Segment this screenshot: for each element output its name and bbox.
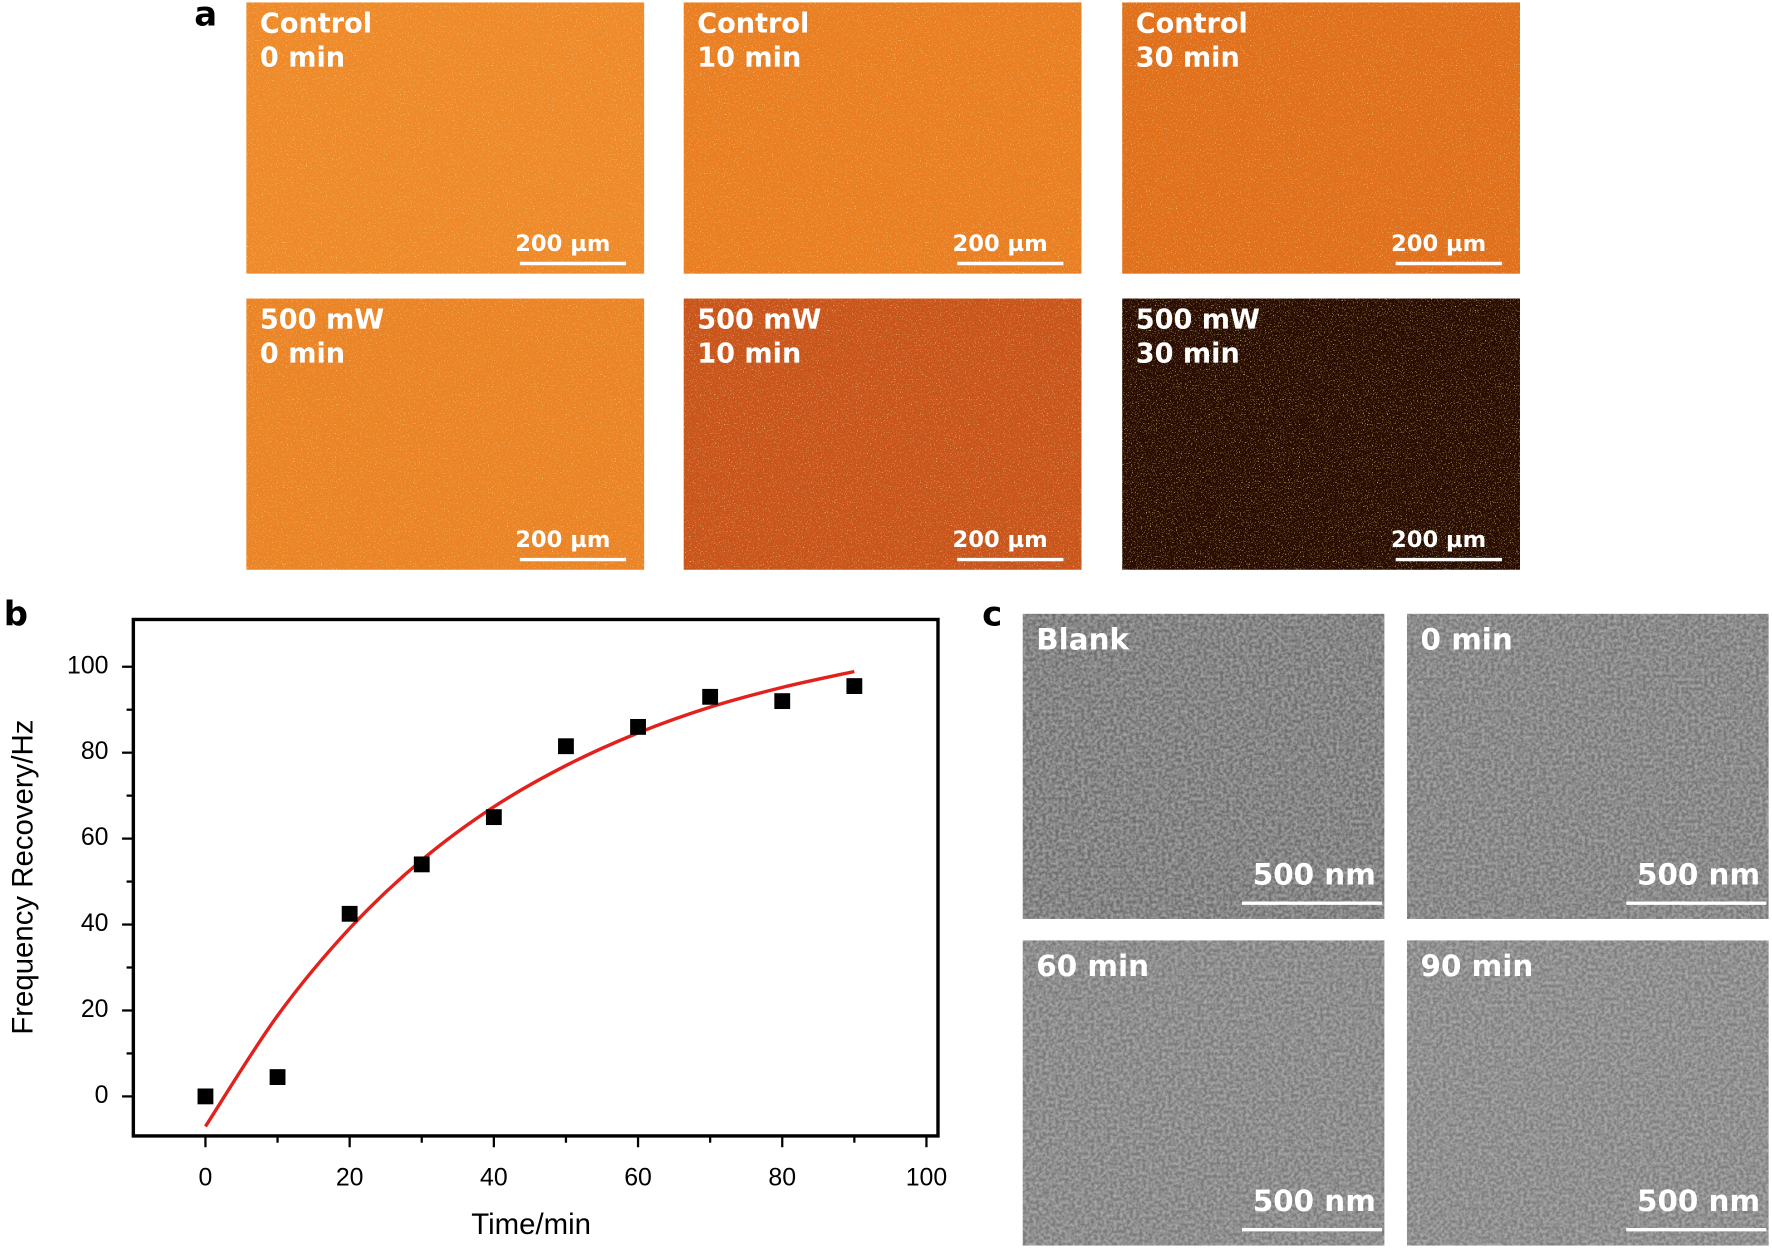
data-point	[197, 1088, 214, 1105]
x-tick-label: 100	[906, 1163, 947, 1191]
image-time: 0 min	[260, 339, 345, 370]
scale-bar-label: 200 µm	[953, 231, 1048, 257]
image-title: Blank	[1036, 622, 1130, 656]
data-point	[485, 809, 502, 826]
image-title: Control	[260, 9, 372, 40]
scale-bar-label: 500 nm	[1253, 1184, 1376, 1218]
micrograph	[246, 298, 645, 570]
image-title: 500 mW	[1136, 305, 1260, 336]
x-tick-label: 60	[624, 1163, 652, 1191]
scale-bar-label: 500 nm	[1637, 858, 1760, 892]
y-axis-title: Frequency Recovery/Hz	[7, 720, 40, 1035]
image-time: 10 min	[697, 339, 801, 370]
image-title: Control	[697, 9, 809, 40]
data-point	[702, 688, 719, 705]
scale-bar-label: 200 µm	[515, 527, 610, 553]
panel-label: b	[4, 595, 28, 634]
micrograph	[1122, 298, 1520, 570]
data-point	[846, 678, 863, 694]
image-time: 30 min	[1136, 339, 1240, 370]
sem-image	[1406, 613, 1769, 919]
sem-image	[1022, 613, 1385, 919]
y-tick-label: 0	[95, 1081, 109, 1109]
x-tick-label: 20	[336, 1163, 364, 1191]
image-time: 10 min	[697, 42, 801, 73]
micrograph	[683, 2, 1082, 274]
data-point	[630, 718, 646, 735]
x-tick-label: 80	[768, 1163, 796, 1191]
scale-bar-label: 200 µm	[515, 231, 610, 257]
image-title: 500 mW	[697, 305, 821, 336]
micrograph	[683, 298, 1082, 570]
scale-bar-label: 500 nm	[1637, 1184, 1760, 1218]
panel-label: a	[194, 0, 217, 34]
y-tick-label: 100	[67, 651, 108, 679]
image-title: 0 min	[1421, 622, 1513, 656]
data-point	[413, 856, 430, 873]
y-tick-label: 40	[81, 909, 109, 937]
sem-image	[1406, 940, 1769, 1246]
scale-bar-label: 500 nm	[1253, 858, 1376, 892]
micrograph	[246, 2, 645, 274]
sem-image	[1022, 940, 1385, 1246]
image-title: Control	[1136, 9, 1248, 40]
scale-bar-label: 200 µm	[1391, 527, 1486, 553]
x-tick-label: 0	[199, 1163, 213, 1191]
image-title: 90 min	[1421, 949, 1534, 983]
data-point	[269, 1069, 286, 1085]
image-title: 500 mW	[260, 305, 384, 336]
data-point	[774, 693, 791, 710]
y-tick-label: 80	[81, 737, 109, 765]
y-tick-label: 20	[81, 995, 109, 1023]
image-time: 0 min	[260, 42, 345, 73]
panel-label: c	[982, 595, 1002, 634]
plot-frame	[131, 617, 940, 1138]
x-axis-title: Time/min	[471, 1208, 591, 1241]
image-time: 30 min	[1136, 42, 1240, 73]
data-point	[558, 738, 574, 755]
x-tick-label: 40	[480, 1163, 508, 1191]
data-point	[341, 905, 358, 922]
image-title: 60 min	[1036, 949, 1149, 983]
fit-curve	[204, 669, 855, 1128]
scale-bar-label: 200 µm	[1391, 231, 1486, 257]
micrograph	[1122, 2, 1520, 274]
scale-bar-label: 200 µm	[953, 527, 1048, 553]
y-tick-label: 60	[81, 823, 109, 851]
